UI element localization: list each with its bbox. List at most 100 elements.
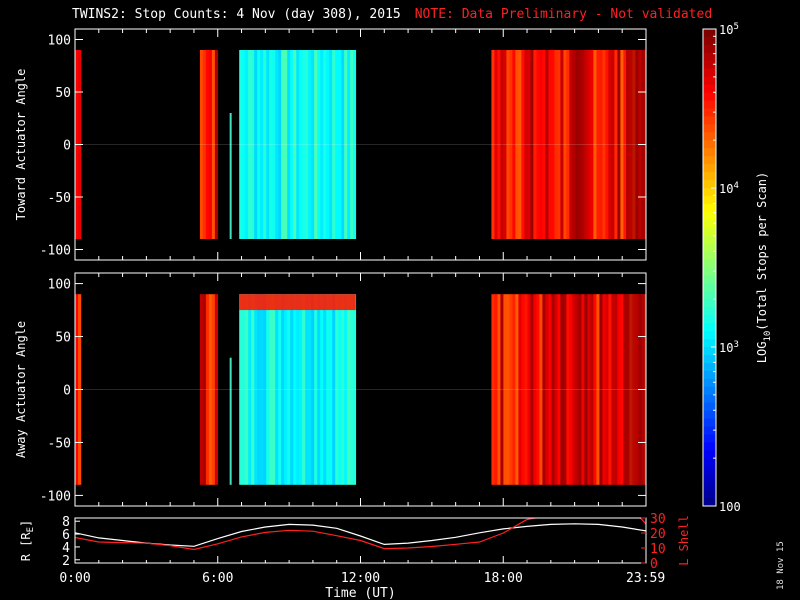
colorbar-segment xyxy=(703,156,716,165)
toward-actuator-panel: 100 50 0 -50 -100 Toward Actuator Angle xyxy=(14,28,647,261)
data-column xyxy=(572,50,576,239)
data-column xyxy=(251,50,255,239)
data-column xyxy=(284,294,288,485)
colorbar-segment xyxy=(703,418,716,427)
data-column xyxy=(296,294,300,485)
colorbar-segment xyxy=(703,60,716,70)
preliminary-note: NOTE: Data Preliminary - Not validated xyxy=(414,7,713,22)
data-column xyxy=(242,294,246,485)
y-tick-label: -50 xyxy=(48,436,71,451)
y-left-tick-label: 6 xyxy=(62,528,70,543)
data-column xyxy=(323,294,327,485)
data-column xyxy=(199,50,204,239)
data-column xyxy=(287,50,291,239)
y-tick-label: -100 xyxy=(40,489,71,504)
colorbar-segment xyxy=(703,323,716,332)
colorbar-segment xyxy=(703,92,716,102)
data-column xyxy=(341,50,345,239)
data-column xyxy=(347,294,351,485)
data-column xyxy=(533,294,537,485)
data-column xyxy=(596,50,600,239)
colorbar-segment xyxy=(703,259,716,268)
data-column xyxy=(281,294,285,485)
data-column xyxy=(494,294,498,485)
colorbar-segment xyxy=(703,291,716,300)
data-column xyxy=(620,294,624,485)
data-column xyxy=(560,50,564,239)
colorbar-segment xyxy=(703,188,716,197)
data-column xyxy=(272,50,276,239)
y-tick-label: 100 xyxy=(48,278,71,293)
data-column xyxy=(491,294,495,485)
y-left-axis-label: R [RE] xyxy=(19,520,36,562)
data-column xyxy=(548,50,552,239)
x-tick-label: 18:00 xyxy=(484,571,523,586)
data-column xyxy=(338,50,342,239)
data-column xyxy=(278,50,282,239)
data-column xyxy=(335,50,339,239)
data-column xyxy=(353,50,357,239)
colorbar-segment xyxy=(703,307,716,316)
colorbar-segment xyxy=(703,36,716,46)
colorbar-segment xyxy=(703,211,716,221)
y-right-tick-label: 0 xyxy=(650,557,658,572)
data-column xyxy=(527,294,531,485)
data-column xyxy=(506,294,510,485)
colorbar-segment xyxy=(703,354,716,364)
data-column xyxy=(530,294,534,485)
data-column xyxy=(491,50,495,239)
plot-title: TWINS2: Stop Counts: 4 Nov (day 308), 20… xyxy=(72,7,712,22)
data-column xyxy=(248,294,252,485)
data-column xyxy=(299,50,303,239)
y-right-tick-label: 10 xyxy=(650,542,666,557)
colorbar-segment xyxy=(703,235,716,245)
data-column xyxy=(545,294,549,485)
data-column xyxy=(587,294,591,485)
colorbar-segment xyxy=(703,386,716,396)
colorbar-segment xyxy=(703,116,716,125)
colorbar-segment xyxy=(703,283,716,292)
data-column xyxy=(245,294,249,485)
data-column xyxy=(308,294,312,485)
data-column xyxy=(524,294,528,485)
y-tick-label: -50 xyxy=(48,191,71,206)
colorbar-segment xyxy=(703,394,716,404)
y-tick-label: 0 xyxy=(63,139,71,154)
data-column xyxy=(211,294,216,485)
data-column xyxy=(248,50,252,239)
colorbar-segment xyxy=(703,466,716,475)
data-column xyxy=(269,294,273,485)
colorbar-segment xyxy=(703,434,716,443)
data-column xyxy=(521,294,525,485)
data-column xyxy=(341,294,345,485)
data-column xyxy=(287,294,291,485)
data-column xyxy=(578,50,582,239)
data-column xyxy=(260,50,264,239)
colorbar-segment xyxy=(703,164,716,173)
data-column xyxy=(311,50,315,239)
data-column xyxy=(344,294,348,485)
data-column xyxy=(323,50,327,239)
data-column xyxy=(257,50,261,239)
data-column xyxy=(214,294,219,485)
colorbar-segment xyxy=(703,132,716,141)
data-column xyxy=(350,294,354,485)
data-column xyxy=(251,294,255,485)
data-column xyxy=(211,50,216,239)
colorbar-segment xyxy=(703,370,716,380)
data-column xyxy=(569,50,573,239)
colorbar-label: LOG10(Total Stops per Scan) xyxy=(755,172,773,363)
colorbar-tick-label: 104 xyxy=(719,181,739,196)
data-column xyxy=(199,294,204,485)
colorbar: 105 104 103 100 LOG10(Total Stops per Scan) xyxy=(702,22,773,514)
y-left-tick-label: 8 xyxy=(62,515,70,530)
lshell-series-line xyxy=(75,518,539,551)
colorbar-segment xyxy=(703,275,716,284)
colorbar-segment xyxy=(703,180,716,189)
colorbar-segment xyxy=(703,498,716,507)
data-band-edge xyxy=(626,50,646,239)
data-column xyxy=(569,294,573,485)
data-column xyxy=(563,294,567,485)
data-column xyxy=(332,294,336,485)
